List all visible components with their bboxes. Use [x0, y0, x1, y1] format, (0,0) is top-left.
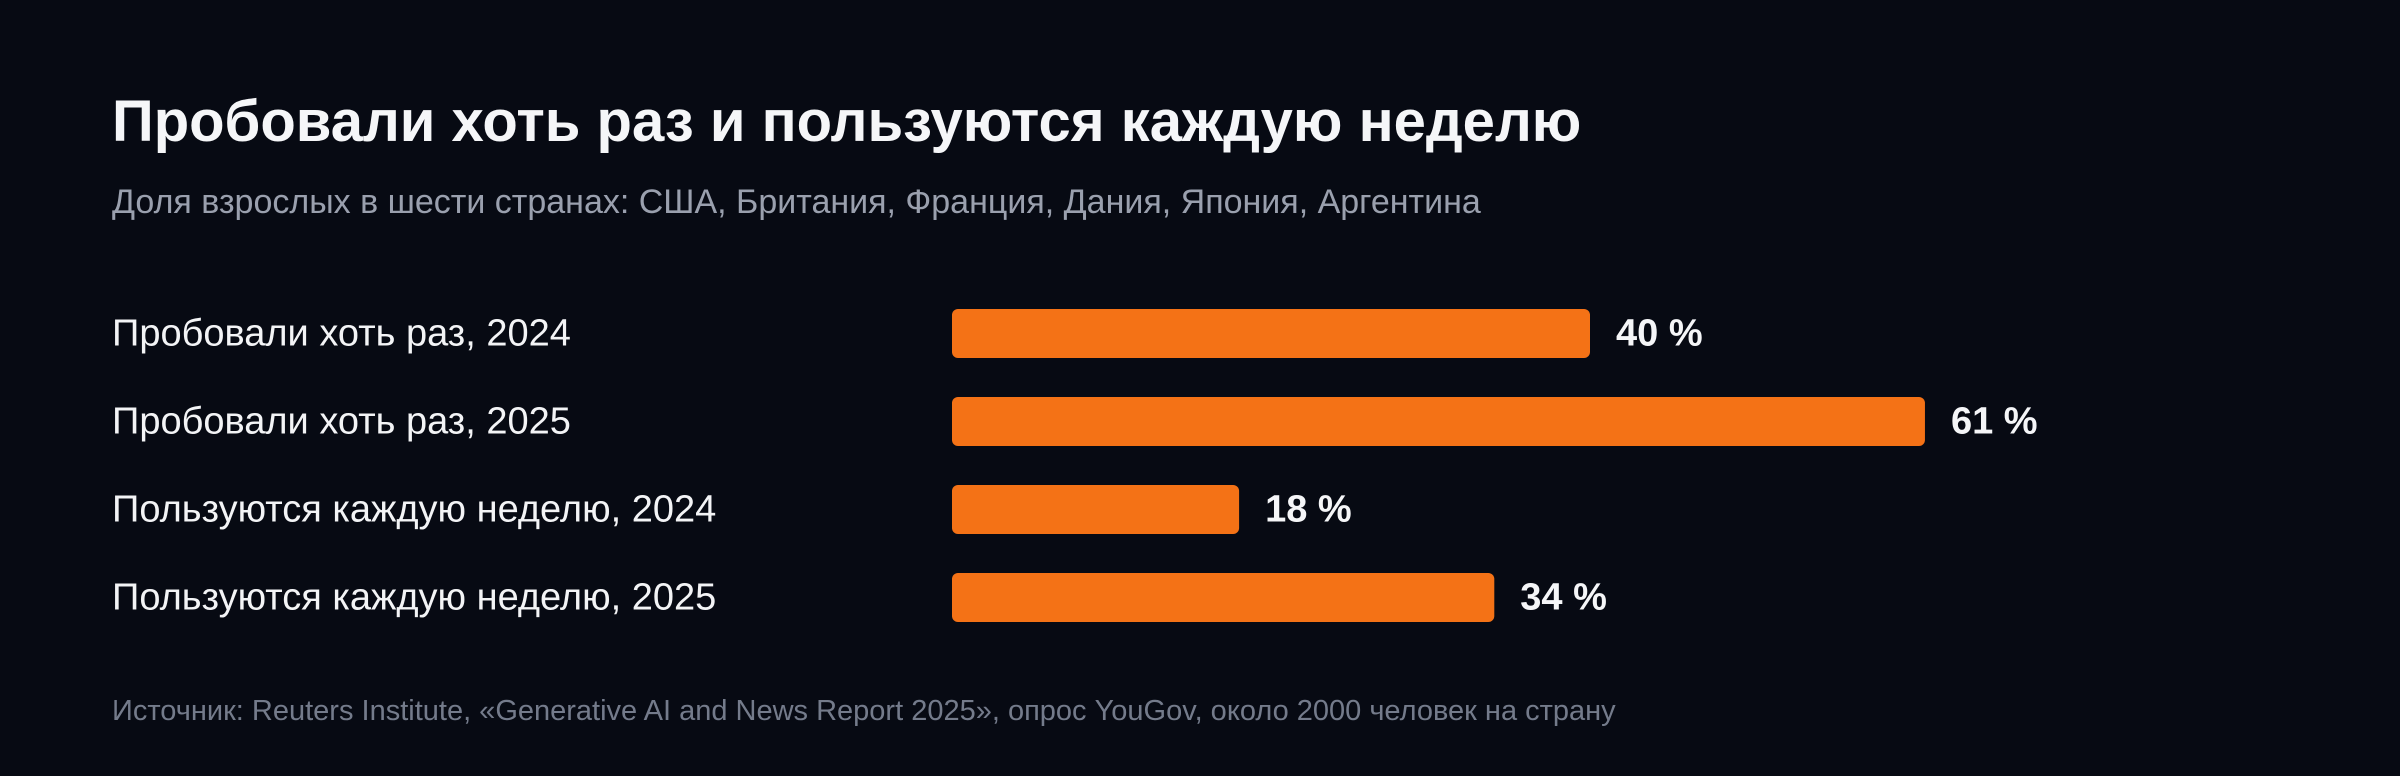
bar	[952, 485, 1240, 534]
category-label: Пробовали хоть раз, 2024	[112, 313, 571, 355]
chart-subtitle: Доля взрослых в шести странах: США, Брит…	[112, 183, 1481, 221]
source-note: Источник: Reuters Institute, «Generative…	[112, 695, 1616, 727]
value-label: 18 %	[1265, 489, 1352, 531]
bar	[952, 309, 1590, 358]
bar	[952, 397, 1925, 446]
bar	[952, 573, 1495, 622]
category-label: Пользуются каждую неделю, 2025	[112, 577, 716, 619]
value-label: 34 %	[1520, 577, 1607, 619]
value-label: 40 %	[1616, 313, 1703, 355]
chart-title: Пробовали хоть раз и пользуются каждую н…	[112, 89, 1582, 154]
value-label: 61 %	[1951, 401, 2038, 443]
category-label: Пользуются каждую неделю, 2024	[112, 489, 716, 531]
category-label: Пробовали хоть раз, 2025	[112, 401, 571, 443]
